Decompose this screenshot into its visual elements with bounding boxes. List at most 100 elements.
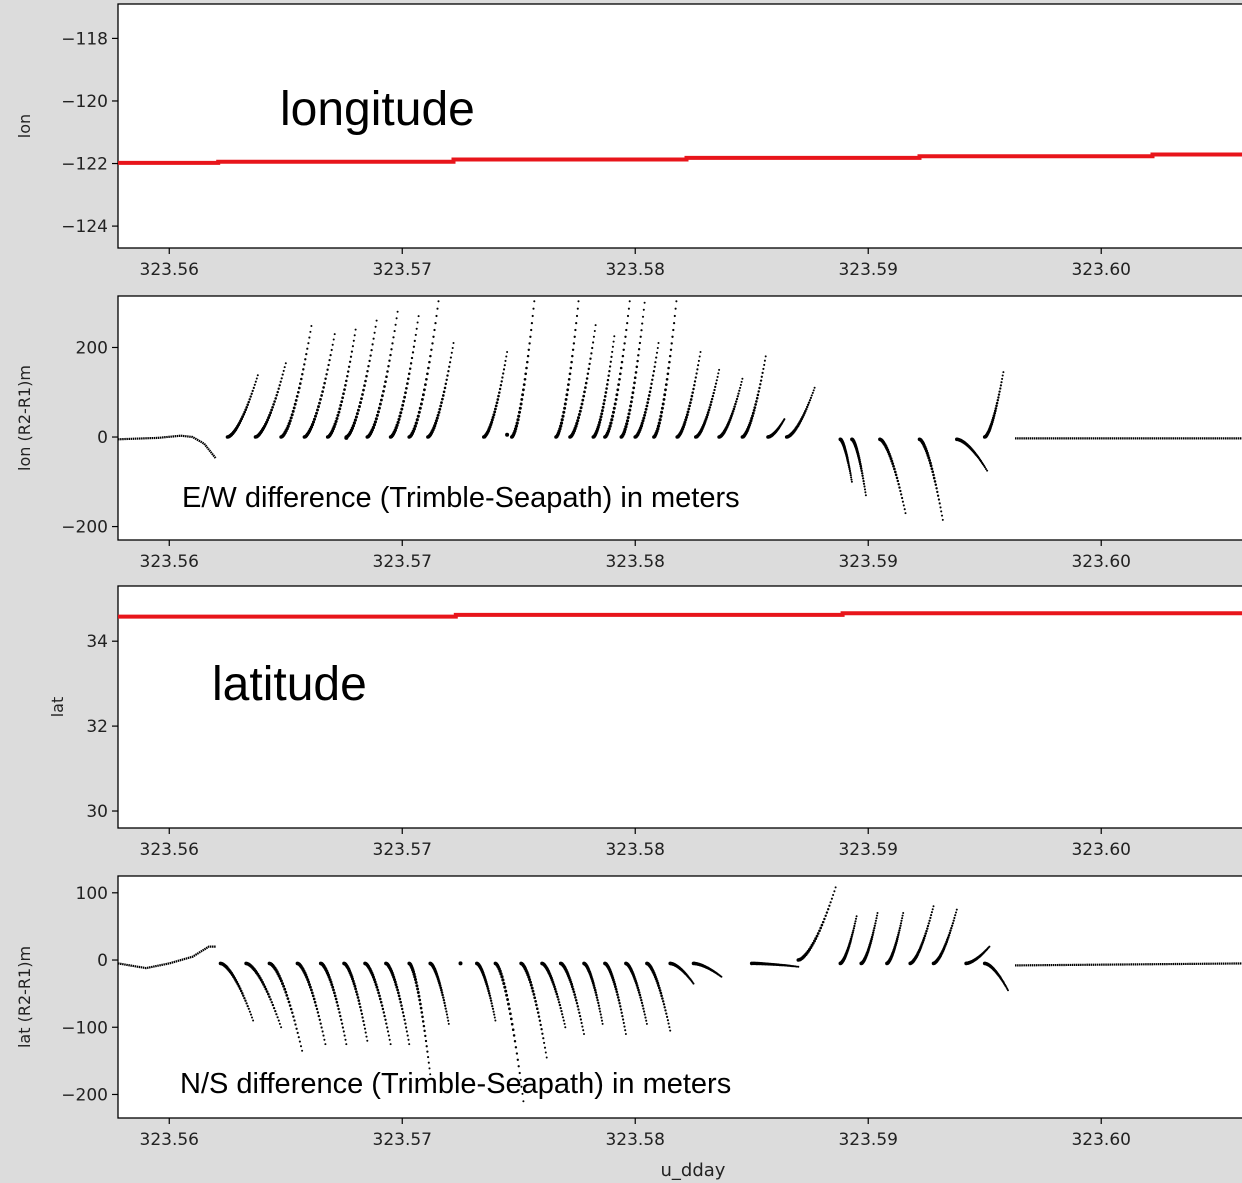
- x-tick-label: 323.60: [1071, 840, 1130, 860]
- data-point: [665, 377, 669, 381]
- data-point: [669, 348, 673, 352]
- data-point: [434, 419, 438, 423]
- data-point: [847, 463, 851, 467]
- difference-trace: [766, 418, 786, 439]
- data-point: [997, 393, 1001, 396]
- data-point: [643, 1013, 646, 1016]
- data-point: [923, 934, 927, 938]
- data-point: [564, 1026, 567, 1029]
- data-point: [394, 983, 398, 987]
- data-point: [553, 987, 557, 991]
- data-point: [666, 372, 670, 376]
- data-point: [689, 401, 692, 405]
- difference-trace: [850, 437, 867, 497]
- data-point: [623, 427, 627, 432]
- data-point: [500, 975, 504, 979]
- data-point: [848, 469, 852, 473]
- data-point: [809, 396, 813, 400]
- data-point: [378, 994, 381, 998]
- data-point: [997, 396, 1000, 399]
- data-point: [338, 1011, 341, 1014]
- data-point: [755, 400, 758, 403]
- data-point: [504, 359, 507, 362]
- data-point: [505, 355, 508, 358]
- data-point: [896, 479, 900, 483]
- data-point: [497, 394, 500, 398]
- data-point: [947, 934, 951, 937]
- data-point: [675, 300, 678, 303]
- data-point: [847, 462, 850, 465]
- data-point: [498, 969, 502, 973]
- data-point: [699, 351, 702, 353]
- difference-trace: [295, 961, 327, 1046]
- data-point: [570, 360, 573, 364]
- data-point: [876, 912, 879, 914]
- data-point: [535, 1003, 538, 1007]
- data-point: [523, 377, 527, 381]
- data-point: [354, 415, 358, 419]
- data-point: [595, 996, 599, 999]
- data-point: [310, 325, 313, 327]
- data-point: [394, 426, 398, 430]
- data-point: [413, 975, 417, 979]
- difference-trace: [955, 437, 989, 472]
- data-point: [401, 403, 405, 407]
- data-point: [360, 397, 363, 400]
- data-point: [484, 980, 488, 984]
- data-point: [612, 406, 616, 410]
- data-point: [632, 386, 636, 390]
- data-point: [583, 390, 586, 394]
- data-point: [950, 927, 953, 930]
- data-point: [574, 999, 578, 1002]
- y-axis-label: lat: [48, 697, 67, 718]
- data-point: [366, 1039, 369, 1042]
- data-point: [362, 1019, 365, 1023]
- data-point: [624, 335, 627, 338]
- data-point: [631, 391, 635, 395]
- data-point: [376, 988, 380, 992]
- data-point: [390, 348, 393, 351]
- data-point: [348, 360, 352, 363]
- axes-frame: [117, 585, 1242, 829]
- y-tick-label: 0: [97, 951, 108, 971]
- data-point: [509, 1017, 513, 1021]
- data-point: [248, 1010, 251, 1013]
- data-point: [572, 990, 576, 994]
- data-point: [378, 997, 382, 1001]
- data-point: [532, 993, 536, 996]
- difference-trace: [318, 961, 348, 1046]
- data-point: [894, 473, 898, 477]
- data-point: [641, 1004, 644, 1007]
- difference-trace: [859, 912, 879, 966]
- data-point: [315, 411, 318, 415]
- data-point: [626, 415, 630, 420]
- data-point: [926, 927, 929, 930]
- data-point: [366, 369, 369, 373]
- data-point: [652, 370, 656, 373]
- data-point: [644, 1016, 647, 1019]
- data-point: [620, 1011, 623, 1014]
- data-point: [289, 416, 293, 420]
- data-point: [597, 423, 601, 427]
- difference-trace: [365, 310, 399, 439]
- difference-trace: [675, 351, 702, 439]
- data-point: [945, 940, 949, 944]
- data-point: [393, 980, 397, 984]
- data-point: [603, 395, 607, 398]
- data-point: [347, 365, 351, 368]
- data-point: [398, 414, 402, 418]
- data-point: [355, 990, 358, 994]
- data-point: [426, 1050, 429, 1053]
- data-point: [332, 988, 335, 992]
- data-point: [811, 391, 814, 394]
- data-point: [683, 420, 687, 424]
- data-point: [362, 388, 365, 392]
- data-point: [441, 394, 445, 397]
- data-point: [899, 924, 902, 927]
- data-point: [642, 1007, 645, 1010]
- difference-trace: [267, 961, 304, 1052]
- data-point: [936, 494, 940, 497]
- data-point: [514, 424, 519, 428]
- data-point: [526, 360, 529, 364]
- data-point: [247, 400, 250, 404]
